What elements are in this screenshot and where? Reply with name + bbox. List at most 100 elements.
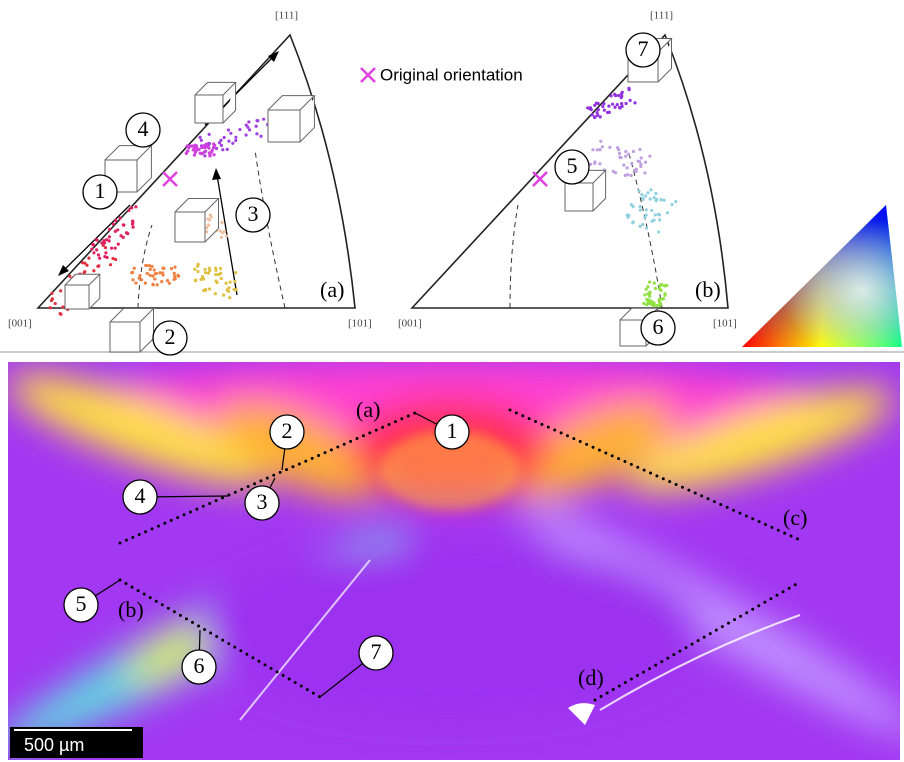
point [210, 148, 214, 152]
point [631, 149, 636, 154]
point [217, 141, 222, 145]
callout-number: 3 [257, 489, 268, 514]
point [219, 271, 223, 276]
point [620, 90, 624, 94]
point [107, 239, 111, 243]
point [246, 125, 250, 129]
point [144, 263, 149, 268]
point [255, 132, 259, 136]
triangle-outline [36, 33, 356, 309]
point [670, 202, 674, 207]
point [254, 124, 258, 128]
point [208, 151, 212, 155]
point [130, 206, 134, 210]
point [623, 173, 627, 177]
point [661, 297, 666, 301]
point [627, 88, 631, 92]
callout-number: 1 [447, 418, 458, 443]
point [656, 212, 661, 216]
callout-circle [125, 112, 161, 148]
point [228, 296, 232, 300]
point [622, 163, 626, 167]
point [202, 288, 206, 293]
point [658, 303, 662, 308]
point [200, 275, 205, 279]
point [190, 144, 194, 148]
point [224, 281, 228, 285]
point [643, 171, 647, 175]
legend-text: Original orientation [380, 65, 523, 84]
point [172, 277, 176, 282]
point [615, 103, 619, 107]
point [185, 144, 189, 148]
point [103, 246, 108, 250]
point [185, 149, 189, 153]
callout-number: 7 [638, 36, 649, 61]
point [647, 280, 652, 284]
legend: Original orientation [360, 65, 523, 84]
point [208, 153, 212, 158]
point [663, 293, 667, 297]
point [101, 243, 105, 247]
point [50, 297, 55, 301]
callout-circle [625, 32, 661, 68]
point [53, 301, 57, 306]
point [593, 161, 597, 166]
point [207, 266, 211, 270]
line-label: (b) [118, 597, 144, 622]
panel-label: (b) [695, 277, 721, 302]
point [659, 198, 663, 202]
callout-number: 2 [282, 418, 293, 443]
point [658, 218, 662, 222]
point [203, 271, 208, 275]
point [167, 281, 171, 285]
point [639, 156, 643, 160]
point [652, 195, 656, 200]
point [674, 200, 678, 204]
cube [174, 198, 220, 243]
point [646, 301, 650, 306]
arrowhead [58, 265, 69, 276]
point [244, 133, 248, 137]
point [630, 161, 634, 166]
point [644, 208, 648, 212]
point [219, 267, 223, 271]
scale-bar: 500 µm [10, 727, 143, 758]
point [629, 173, 633, 178]
point [233, 279, 237, 284]
point [613, 171, 618, 175]
point [113, 229, 117, 233]
point [203, 267, 207, 272]
point [68, 274, 72, 278]
point [617, 151, 622, 156]
point [148, 267, 152, 272]
point [203, 154, 207, 158]
point [143, 281, 147, 285]
point [595, 110, 599, 115]
point [203, 149, 208, 153]
point [259, 134, 263, 138]
point [219, 138, 223, 142]
callout-circle [434, 414, 470, 450]
callout-number: 5 [76, 591, 87, 616]
point [199, 277, 203, 282]
cube [194, 81, 237, 124]
point [151, 283, 155, 287]
color-key [742, 205, 902, 347]
pole-figure-a: [111] [001] [101] (a) [8, 10, 372, 330]
point [229, 131, 233, 135]
panel-label: (a) [320, 277, 344, 302]
point [244, 123, 248, 127]
point [219, 143, 224, 147]
point [238, 127, 242, 132]
callout-number: 3 [248, 201, 259, 226]
point [665, 211, 670, 215]
point [644, 287, 648, 291]
point [624, 101, 628, 106]
point [225, 147, 229, 151]
callout-circle [181, 649, 217, 685]
point [657, 299, 661, 303]
point [227, 139, 231, 143]
point [220, 220, 224, 225]
